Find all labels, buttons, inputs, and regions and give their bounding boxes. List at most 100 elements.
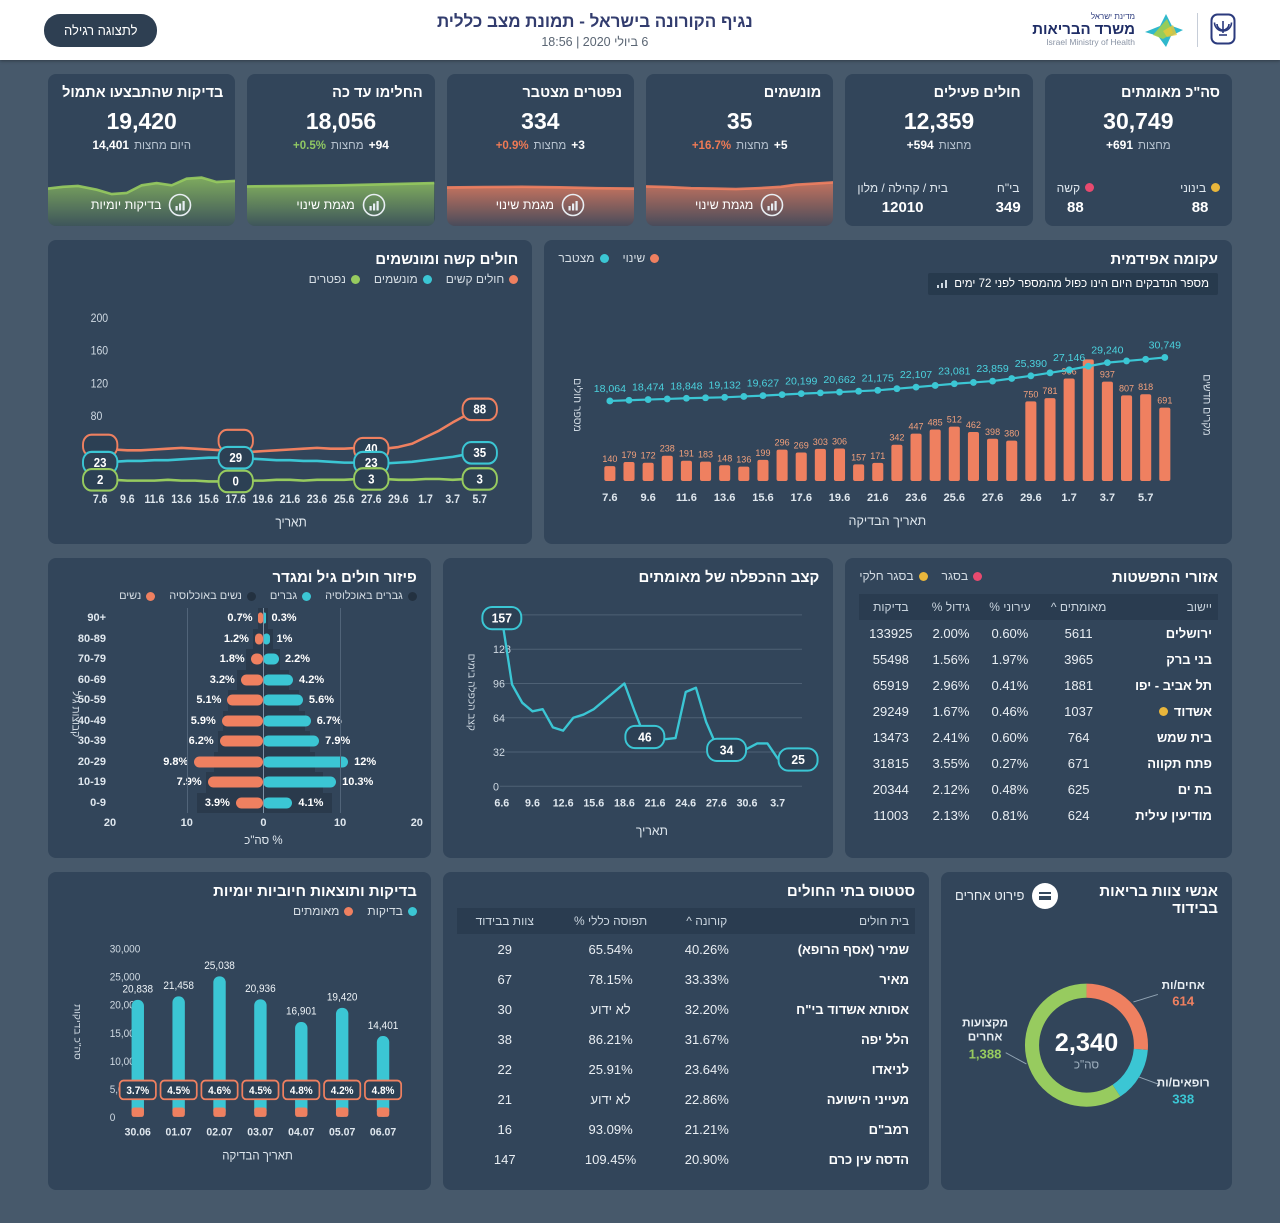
delta-number: 14,401: [92, 138, 130, 153]
pyramid-row: 60-69 3.2% 4.2%: [68, 669, 417, 690]
pyramid-x-axis: 20 10 0 10 20: [103, 817, 423, 829]
svg-text:29: 29: [229, 450, 242, 465]
legend-item-ventilated[interactable]: מונשמים: [374, 272, 432, 286]
card-title: חולים פעילים: [933, 85, 1021, 101]
svg-text:20,000: 20,000: [110, 1000, 141, 1011]
legend-item-change[interactable]: שינוי: [623, 251, 660, 265]
legend-item-women[interactable]: נשים: [119, 590, 156, 602]
trend-sparkline: [247, 160, 435, 226]
svg-text:14,401: 14,401: [368, 1020, 399, 1031]
legend-item-lockdown[interactable]: בסגר: [942, 569, 983, 583]
svg-text:447: 447: [909, 422, 924, 432]
men-bar: [263, 715, 311, 727]
dashboard-content: סה"כ מאומתים 30,749 +691 מחצות בינוני 88 …: [0, 60, 1280, 1208]
panel-spread-areas: אזורי התפשטות בסגר בסגר חלקי יישוב מאומתי…: [845, 558, 1232, 858]
svg-text:120: 120: [91, 378, 108, 391]
legend-item-women-population[interactable]: נשים באוכלוסיה: [169, 590, 256, 602]
svg-text:5.7: 5.7: [1138, 492, 1153, 504]
svg-text:136: 136: [737, 455, 752, 465]
svg-text:מקצועות: מקצועות: [962, 1016, 1008, 1029]
legend-item-confirmed[interactable]: מאומתים: [293, 904, 354, 918]
panel-title: בדיקות ותוצאות חיוביות יומיות: [213, 883, 417, 900]
svg-text:23.6: 23.6: [307, 493, 327, 506]
doubling-rate-chart[interactable]: 0326496128160קצב הכפלה בימים6.69.612.615…: [457, 586, 820, 847]
svg-text:7.6: 7.6: [602, 492, 617, 504]
page-datetime: 6 ביולי 2020 | 18:56: [541, 34, 649, 49]
column-header[interactable]: בדיקות: [859, 594, 923, 620]
legend-item-severe[interactable]: חולים קשים: [446, 272, 519, 286]
svg-text:21.6: 21.6: [280, 493, 300, 506]
column-header[interactable]: קורונה ^: [668, 908, 745, 934]
others-detail-button[interactable]: פירוט אחרים: [955, 883, 1059, 909]
card-title: נפטרים מצטבר: [522, 85, 623, 101]
column-header[interactable]: יישוב: [1116, 594, 1218, 620]
legend-item-men[interactable]: גברים: [270, 590, 312, 602]
trend-change-button[interactable]: מגמת שינוי: [247, 193, 434, 217]
card-title: בדיקות שהתבצעו אתמול: [62, 85, 224, 101]
delta-number: +594: [906, 138, 934, 153]
legend-item-cumulative[interactable]: מצטבר: [558, 251, 609, 265]
svg-text:0: 0: [110, 1113, 116, 1124]
svg-text:1.7: 1.7: [418, 493, 433, 506]
svg-text:23: 23: [94, 455, 107, 470]
svg-text:27.6: 27.6: [706, 797, 727, 809]
svg-text:21,458: 21,458: [163, 981, 194, 992]
men-bar: [263, 735, 320, 747]
table-row: מאיר 33.33% 78.15% 67: [497, 971, 910, 987]
svg-text:17.6: 17.6: [791, 492, 813, 504]
women-bar: [254, 633, 264, 645]
panel-title: עקומה אפידמית: [1110, 251, 1218, 268]
panel-severe-ventilated: חולים קשה ומונשמים חולים קשים מונשמים נפ…: [48, 240, 533, 544]
spread-areas-table: יישוב מאומתים ^ עירוני % גידול % בדיקות ירוש…: [859, 594, 1218, 828]
svg-text:20,838: 20,838: [122, 984, 153, 995]
column-header[interactable]: צוות בבידוד: [456, 908, 553, 934]
delta-text: היום מחצות: [134, 140, 191, 153]
column-header[interactable]: בית חולים: [744, 908, 916, 934]
svg-text:23,081: 23,081: [938, 366, 970, 378]
legend-item-deceased[interactable]: נפטרים: [309, 272, 360, 286]
trend-change-button[interactable]: מגמת שינוי: [646, 193, 833, 217]
table-row: שמיר (אסף הרופא) 40.26% 65.54% 29: [497, 941, 910, 957]
table-row: הדסה עין כרם 20.90% 109.45% 147: [493, 1151, 910, 1167]
svg-text:3: 3: [368, 472, 375, 487]
daily-tests-button[interactable]: בדיקות יומיות: [48, 193, 235, 217]
svg-text:25,390: 25,390: [1015, 358, 1047, 370]
svg-text:179: 179: [622, 450, 637, 460]
column-header[interactable]: מאומתים ^: [1040, 594, 1117, 620]
severe-ventilated-chart[interactable]: 40801201602007.69.611.613.615.617.619.62…: [62, 286, 518, 533]
substat-moderate: בינוני 88: [1180, 179, 1220, 216]
table-row: רמב"ם 21.21% 93.09% 16: [497, 1121, 910, 1137]
panel-daily-tests: בדיקות ותוצאות חיוביות יומיות בדיקות מאו…: [48, 872, 431, 1190]
table-row: הלל יפה 31.67% 86.21% 38: [497, 1031, 910, 1047]
column-header[interactable]: עירוני %: [979, 594, 1041, 620]
panel-hospital-status: סטטוס בתי החולים בית חולים קורונה ^ תפוסה …: [442, 872, 930, 1190]
delta-number: +3: [571, 138, 585, 153]
legend-item-tests[interactable]: בדיקות: [367, 904, 417, 918]
delta-percent: +0.5%: [293, 140, 326, 153]
column-header[interactable]: תפוסה כללי %: [552, 908, 669, 934]
panel-doubling-rate: קצב ההכפלה של מאומתים 0326496128160קצב ה…: [442, 558, 834, 858]
legend-item-men-population[interactable]: גברים באוכלוסיה: [325, 590, 417, 602]
svg-text:1.7: 1.7: [1062, 492, 1077, 504]
legend-item-partial-lockdown[interactable]: בסגר חלקי: [859, 569, 928, 583]
table-row: מעייני הישועה 22.86% לא ידוע 21: [497, 1091, 910, 1107]
epidemic-curve-chart[interactable]: מספר חולים מקרים חדשים 140 179 172 238 191 183 1…: [558, 295, 1218, 533]
svg-text:46: 46: [638, 730, 652, 744]
svg-text:תאריך: תאריך: [636, 824, 668, 838]
regular-view-button[interactable]: לתצוגה רגילה: [44, 13, 158, 47]
svg-text:9.6: 9.6: [120, 493, 135, 506]
star-logo-icon: [1143, 11, 1185, 49]
card-value: 334: [521, 108, 560, 135]
daily-tests-chart[interactable]: 05,00010,00015,00020,00025,00030,000סה"כ…: [62, 918, 417, 1179]
state-emblem-icon: [1210, 13, 1236, 47]
svg-text:4.2%: 4.2%: [331, 1086, 354, 1097]
column-header[interactable]: גידול %: [922, 594, 980, 620]
card-tests-yesterday: בדיקות שהתבצעו אתמול 19,420 14,401 היום מ…: [48, 74, 236, 226]
svg-text:19,627: 19,627: [747, 378, 779, 390]
trend-change-button[interactable]: מגמת שינוי: [447, 193, 634, 217]
age-gender-pyramid-chart[interactable]: קבוצות גיל 90+ 0.7% 0.3% 80-89 1.2% 1% 70-79 1.…: [62, 608, 423, 847]
svg-text:20,199: 20,199: [785, 376, 817, 388]
svg-text:462: 462: [966, 420, 981, 430]
svg-text:88: 88: [473, 402, 486, 417]
